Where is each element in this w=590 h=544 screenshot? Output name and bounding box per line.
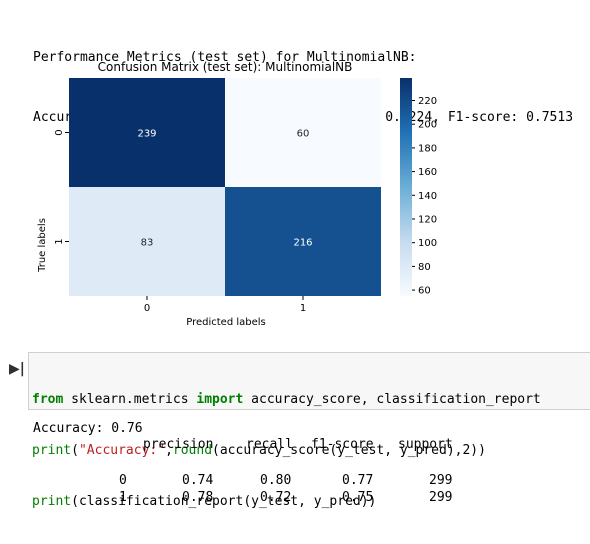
colorbar-tick-label: 60 — [418, 286, 431, 297]
heatmap-value-0-0: 239 — [137, 129, 156, 140]
header-f1-score: f1-score — [311, 437, 374, 452]
colorbar-tick-label: 100 — [418, 238, 437, 249]
y-tick-label: 0 — [54, 129, 65, 135]
heatmap-value-1-0: 83 — [141, 238, 154, 249]
chart-title: Confusion Matrix (test set): Multinomial… — [98, 60, 353, 74]
colorbar-tick-label: 200 — [418, 120, 437, 131]
confusion-matrix-heatmap: Confusion Matrix (test set): Multinomial… — [37, 60, 437, 328]
heatmap-value-1-1: 216 — [293, 238, 312, 249]
comma: , — [165, 443, 173, 458]
row-1-f1: 0.75 — [342, 490, 374, 505]
colorbar-tick-label: 180 — [418, 143, 437, 154]
heatmap-ticks: 0 1 0 1 — [54, 129, 306, 314]
accuracy-output: Accuracy: 0.76 — [33, 421, 143, 436]
row-0-support: 299 — [429, 473, 453, 488]
header-support: support — [398, 437, 453, 452]
header-recall: recall — [246, 437, 293, 452]
module-name: sklearn.metrics — [63, 392, 197, 407]
row-0-precision: 0.74 — [182, 473, 214, 488]
performance-metrics-title: Performance Metrics (test set) for Multi… — [33, 50, 417, 65]
header-precision: precision — [143, 437, 214, 452]
row-1-support: 299 — [429, 490, 453, 505]
import-names: accuracy_score, classification_report — [243, 392, 541, 407]
row-0-label: 0 — [119, 473, 127, 488]
colorbar-tick-label: 120 — [418, 214, 437, 225]
round-builtin: round — [172, 443, 213, 458]
heatmap-cell-0-1 — [225, 78, 381, 187]
run-cell-icon[interactable]: ▶| — [9, 361, 25, 377]
heatmap-value-0-1: 60 — [297, 129, 310, 140]
paren: ( — [71, 443, 79, 458]
string-literal: "Accuracy:" — [78, 443, 166, 458]
code-line-3: print(classification_report(y_test, y_pr… — [32, 493, 541, 510]
colorbar-tick-label: 80 — [418, 262, 431, 273]
row-0-recall: 0.80 — [260, 473, 292, 488]
x-tick-label: 0 — [144, 303, 150, 314]
heatmap-cell-0-0 — [69, 78, 225, 187]
colorbar — [400, 78, 412, 296]
colorbar-tick-label: 220 — [418, 96, 437, 107]
call-args: (accuracy_score(y_test, y_pred),2)) — [212, 443, 486, 458]
y-tick-label: 1 — [54, 238, 65, 244]
call-args: (classification_report(y_test, y_pred)) — [71, 494, 377, 509]
x-tick-label: 1 — [300, 303, 306, 314]
code-editor[interactable]: from sklearn.metrics import accuracy_sco… — [32, 357, 541, 544]
heatmap-cell-1-1 — [225, 187, 381, 296]
heatmap-cell-1-0 — [69, 187, 225, 296]
x-axis-label: Predicted labels — [186, 317, 266, 328]
keyword-from: from — [32, 392, 64, 407]
print-builtin: print — [32, 494, 72, 509]
keyword-import: import — [196, 392, 244, 407]
colorbar-tick-label: 160 — [418, 167, 437, 178]
row-0-f1: 0.77 — [342, 473, 374, 488]
row-1-precision: 0.78 — [182, 490, 214, 505]
code-cell[interactable]: from sklearn.metrics import accuracy_sco… — [28, 352, 590, 509]
colorbar-ticks: 60 80 100 120 140 160 180 200 220 — [412, 96, 437, 297]
code-line-1: from sklearn.metrics import accuracy_sco… — [32, 391, 541, 408]
y-axis-label: True labels — [37, 218, 48, 273]
print-builtin: print — [32, 443, 72, 458]
row-1-recall: 0.72 — [260, 490, 292, 505]
row-1-label: 1 — [119, 490, 127, 505]
colorbar-tick-label: 140 — [418, 191, 437, 202]
heatmap-cells: 239 60 83 216 — [69, 78, 381, 296]
code-line-2: print("Accuracy:",round(accuracy_score(y… — [32, 442, 541, 459]
